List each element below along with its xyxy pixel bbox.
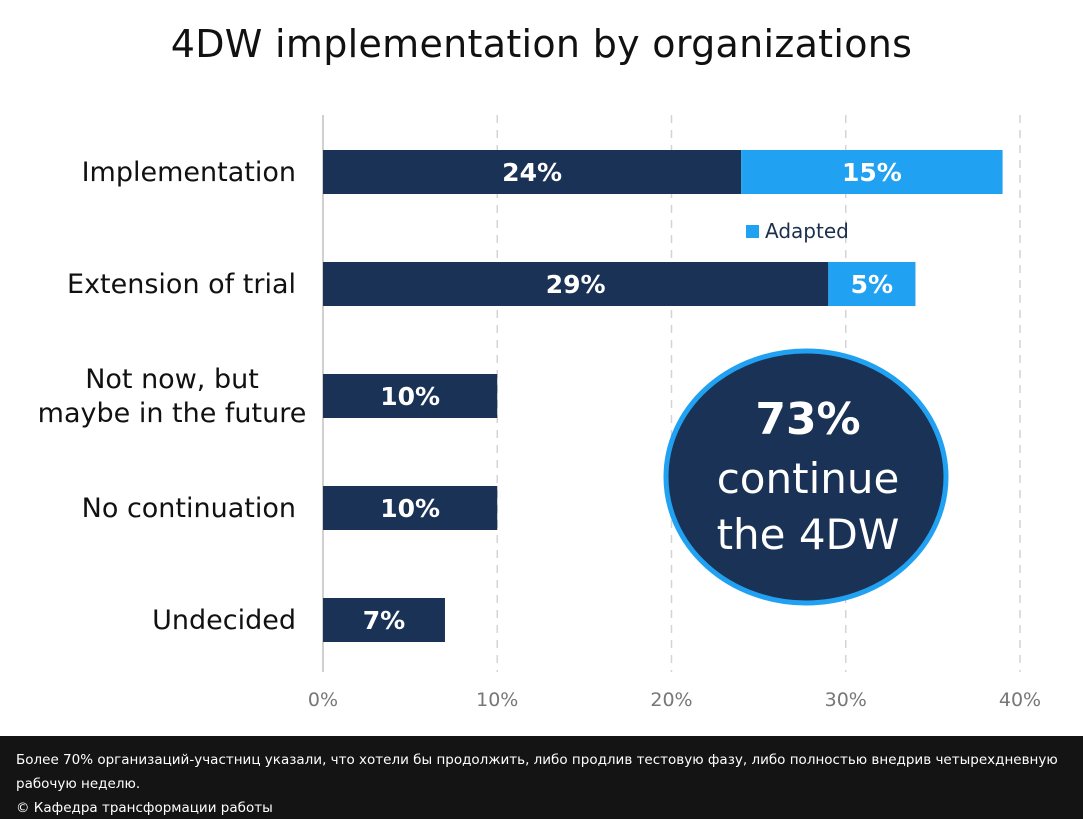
- x-tick-label: 0%: [308, 689, 338, 711]
- chart-area: 4DW implementation by organizations 24% 1…: [37, 22, 1042, 711]
- bar-value-label: 29%: [546, 270, 606, 299]
- category-label: maybe in the future: [38, 398, 307, 429]
- chart-title: 4DW implementation by organizations: [170, 22, 913, 66]
- bars: 24% 15% 29% 5% 10% 10% 7%: [323, 150, 1003, 642]
- callout-line: continue: [717, 454, 900, 503]
- caption-text: Более 70% организаций-участниц указали, …: [16, 752, 1058, 792]
- caption-panel: Более 70% организаций-участниц указали, …: [0, 736, 1083, 819]
- legend: Adapted: [746, 219, 849, 243]
- category-label: Undecided: [152, 605, 296, 636]
- category-label: Implementation: [82, 157, 296, 188]
- bar-adapted: [741, 150, 1003, 194]
- callout-line: the 4DW: [717, 510, 900, 559]
- bar-base: [323, 150, 742, 194]
- callout-circle: [663, 348, 949, 606]
- x-tick-label: 30%: [825, 689, 867, 711]
- bar-value-label: 10%: [380, 494, 440, 523]
- x-tick-label: 20%: [650, 689, 692, 711]
- category-label: Extension of trial: [67, 269, 296, 300]
- category-label: No continuation: [82, 493, 296, 524]
- x-tick-label: 10%: [476, 689, 518, 711]
- caption-credit: © Кафедра трансформации работы: [16, 800, 273, 816]
- bar-base: [323, 374, 498, 418]
- bar-value-label: 15%: [842, 158, 902, 187]
- bar-value-label: 7%: [363, 606, 405, 635]
- bar-adapted: [828, 262, 916, 306]
- category-labels: Implementation Extension of trial Not now,…: [38, 157, 307, 636]
- legend-label: Adapted: [765, 219, 849, 243]
- category-label: Not now, but: [85, 364, 259, 395]
- legend-swatch: [746, 225, 759, 238]
- bar-value-label: 10%: [380, 382, 440, 411]
- x-axis-ticks: 0% 10% 20% 30% 40%: [308, 689, 1041, 711]
- callout: 73% continue the 4DW: [663, 348, 949, 606]
- bar-value-label: 5%: [851, 270, 893, 299]
- callout-line: 73%: [755, 394, 860, 445]
- bar-chart: 24% 15% 29% 5% 10% 10% 7% Implementation Extens…: [38, 115, 1041, 711]
- bar-base: [323, 262, 829, 306]
- bar-base: [323, 598, 445, 642]
- x-tick-label: 40%: [999, 689, 1041, 711]
- bar-base: [323, 486, 498, 530]
- bar-value-label: 24%: [502, 158, 562, 187]
